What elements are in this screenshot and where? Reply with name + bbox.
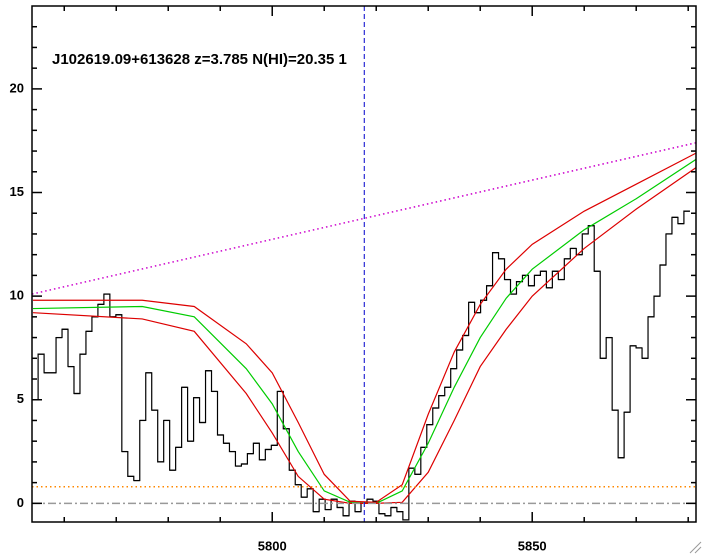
plot-area — [32, 6, 696, 522]
curve-solid — [33, 152, 696, 503]
curve-solid — [33, 158, 696, 504]
y-tick-label: 15 — [10, 184, 24, 199]
plot-frame — [31, 5, 697, 523]
x-tick-label: 5800 — [258, 538, 287, 553]
chart-title: J102619.09+613628 z=3.785 N(HI)=20.35 1 — [52, 51, 347, 68]
x-tick-label: 5850 — [518, 538, 547, 553]
y-tick-label: 10 — [10, 288, 24, 303]
y-tick-label: 20 — [10, 80, 24, 95]
y-tick-label: 0 — [17, 495, 24, 510]
curve-dotted — [32, 142, 696, 295]
y-tick-label: 5 — [17, 391, 24, 406]
resize-grip — [689, 541, 702, 554]
